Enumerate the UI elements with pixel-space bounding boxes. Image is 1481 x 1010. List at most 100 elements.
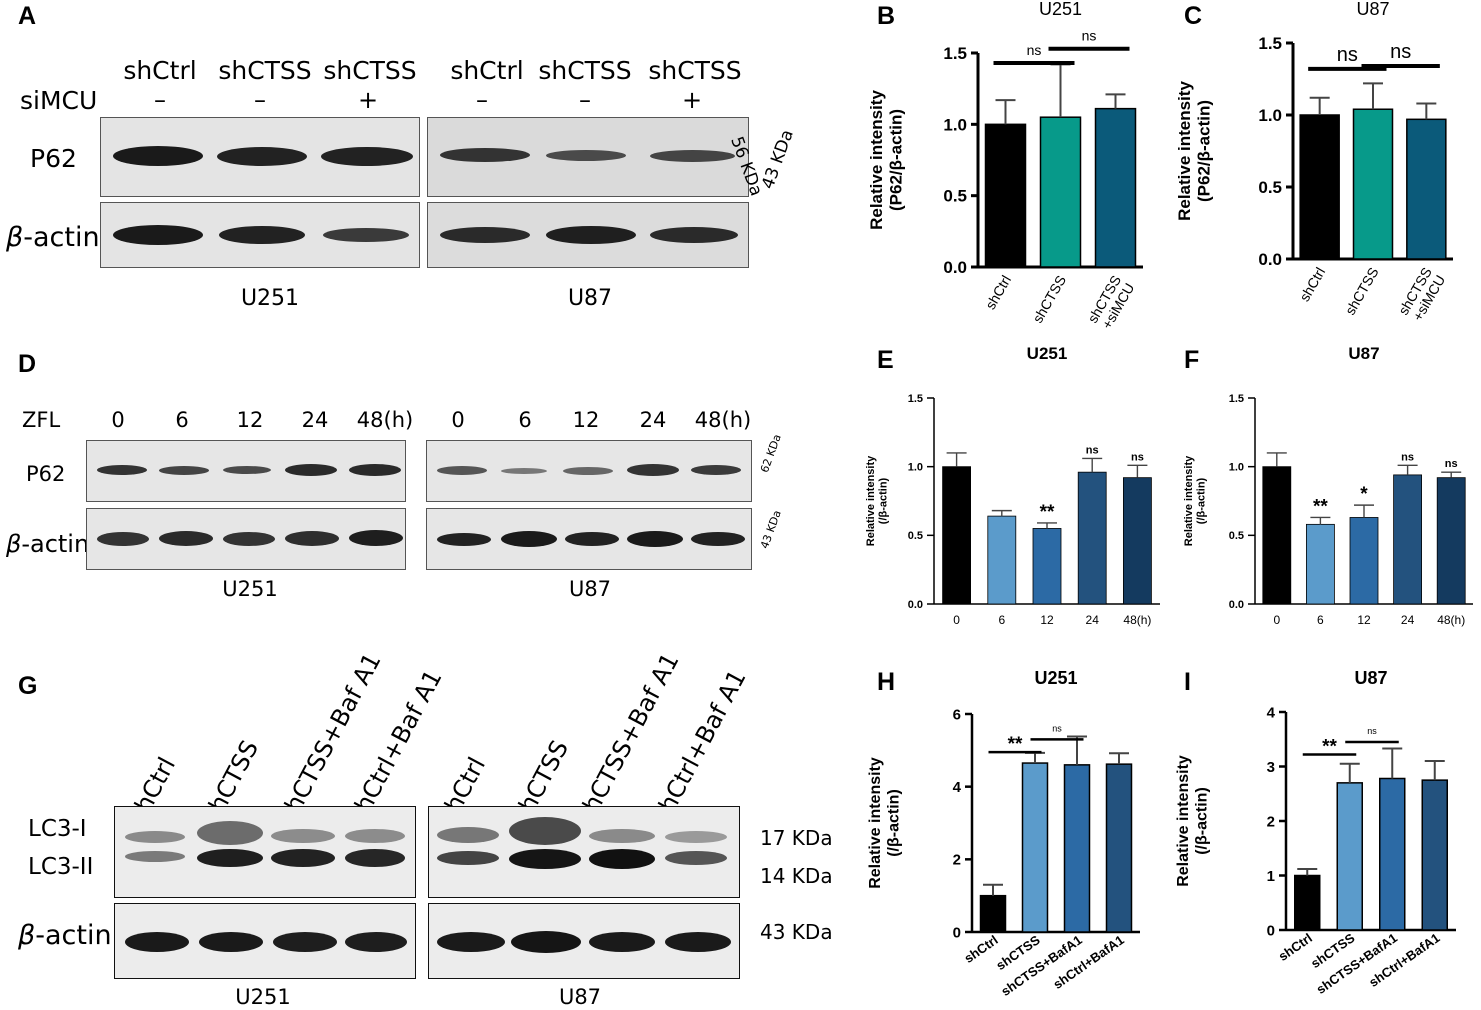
blot-box — [428, 806, 740, 898]
significance-label: ns — [1337, 44, 1358, 66]
y-axis-title-line: Relative intensity — [1175, 755, 1192, 887]
time-label: 24 — [301, 408, 329, 432]
bar — [942, 466, 971, 605]
bar — [1021, 762, 1049, 933]
time-label: 48(h) — [694, 408, 752, 432]
bar — [1349, 517, 1379, 605]
blot-band — [501, 531, 557, 547]
simcu-sign: + — [681, 86, 703, 114]
x-tick-label: 6 — [998, 613, 1005, 627]
x-tick-label: shCTSS+siMCU — [1084, 273, 1137, 334]
x-tick-label: 24 — [1401, 613, 1415, 627]
y-tick-label: 0 — [1267, 922, 1275, 939]
y-axis-title-line: Relative intensity — [1183, 455, 1195, 546]
chart-b: U251 Relative intensity(P62/β-actin) 0.0 0.… — [867, 0, 1143, 334]
row-label-beta-actin: β-actin — [18, 920, 112, 951]
bar — [979, 894, 1007, 933]
size-label: 62 KDa — [758, 432, 784, 475]
panel-label-h: H — [877, 668, 896, 696]
blot-box — [426, 440, 752, 502]
blot-box — [100, 117, 420, 197]
bar — [1352, 108, 1394, 260]
y-tick-label: 0.5 — [1258, 178, 1282, 197]
chart-c: U87 Relative intensity(P62/β-actin) 0.0 0.5… — [1175, 0, 1453, 324]
blot-band — [437, 533, 491, 546]
blot-band — [691, 465, 741, 475]
blot-band — [589, 829, 655, 843]
blot-band — [349, 530, 403, 546]
bar — [1262, 466, 1292, 605]
panel-label-b: B — [877, 2, 896, 30]
chart-title: U87 — [1348, 345, 1379, 363]
x-tick-label-line: shCtrl — [1296, 265, 1328, 305]
y-tick-label: 1.0 — [908, 462, 923, 474]
time-label: 0 — [451, 408, 465, 432]
y-tick-label: 0.0 — [1229, 599, 1244, 611]
y-axis-title-line: Relative intensity — [1175, 81, 1194, 221]
blot-band — [271, 829, 335, 843]
y-axis-title-line: Relative intensity — [867, 90, 886, 230]
row-label-lc3-ii: LC3-II — [28, 854, 94, 880]
chart-e: U251 Relative intensity(/β-actin) 0.0 0.5 1.… — [865, 345, 1160, 627]
blot-band — [665, 851, 727, 865]
bar — [1421, 779, 1448, 931]
row-label-beta-actin: β-actin — [6, 222, 100, 253]
blot-band — [440, 227, 530, 243]
blot-band — [589, 849, 655, 869]
blot-band — [627, 464, 679, 476]
simcu-sign: – — [476, 86, 488, 114]
row-label-lc3-i: LC3-I — [28, 816, 87, 842]
y-tick-label: 0.5 — [943, 187, 967, 206]
y-axis-title: Relative intensity(P62/β-actin) — [1175, 81, 1214, 221]
y-tick-label: 4 — [953, 779, 962, 796]
blot-band — [665, 831, 727, 843]
panel-label-c: C — [1184, 2, 1203, 30]
chart-title: U87 — [1354, 668, 1387, 688]
blot-band — [440, 148, 530, 162]
y-tick-label: 0.0 — [908, 599, 923, 611]
cell-line-label: U251 — [235, 985, 291, 1009]
lane-label: shCTSS — [218, 56, 312, 85]
simcu-sign: – — [579, 86, 591, 114]
blot-band — [691, 532, 745, 546]
x-tick-label: 0 — [953, 613, 960, 627]
y-axis-title-line: (/β-actin) — [878, 477, 890, 524]
significance-label: ns — [1082, 28, 1097, 44]
y-axis-title: Relative intensity(/β-actin) — [1175, 755, 1210, 887]
blot-band — [509, 849, 581, 869]
significance-label: ns — [1086, 444, 1099, 456]
panel-label-f: F — [1184, 346, 1200, 374]
significance-label: ns — [1052, 723, 1062, 733]
blot-band — [546, 226, 636, 244]
blot-band — [650, 150, 735, 162]
blot-band — [273, 932, 337, 952]
blot-band — [159, 531, 213, 546]
y-axis-title-line: Relative intensity — [865, 455, 877, 546]
cell-line-label: U251 — [222, 577, 278, 601]
cell-line-label: U251 — [240, 286, 300, 311]
blot-band — [345, 849, 405, 867]
time-label: 48(h) — [356, 408, 414, 432]
y-axis-title-line: Relative intensity — [867, 757, 884, 889]
size-label: 43 KDa — [758, 127, 798, 192]
blot-band — [125, 831, 185, 843]
significance-label: ns — [1445, 458, 1458, 470]
y-tick-label: 1.0 — [1229, 462, 1244, 474]
blot-box — [427, 202, 749, 268]
bar — [1436, 477, 1466, 605]
chart-title: U87 — [1356, 0, 1389, 19]
y-axis-title: Relative intensity(/β-actin) — [867, 757, 902, 889]
y-axis-title-line: (P62/β-actin) — [1195, 100, 1214, 202]
blot-band — [223, 466, 271, 474]
panel-label-g: G — [18, 672, 38, 700]
blot-band — [159, 466, 209, 475]
y-axis-title-line: (/β-actin) — [885, 789, 902, 857]
blot-band — [223, 532, 275, 546]
blot-band — [97, 465, 147, 475]
bar — [1305, 523, 1335, 605]
lane-label: shCtrl — [450, 56, 524, 85]
x-tick-label: shCTSS — [1342, 265, 1382, 318]
x-tick-label: shCtrl — [982, 273, 1014, 313]
y-tick-label: 2 — [953, 852, 961, 869]
